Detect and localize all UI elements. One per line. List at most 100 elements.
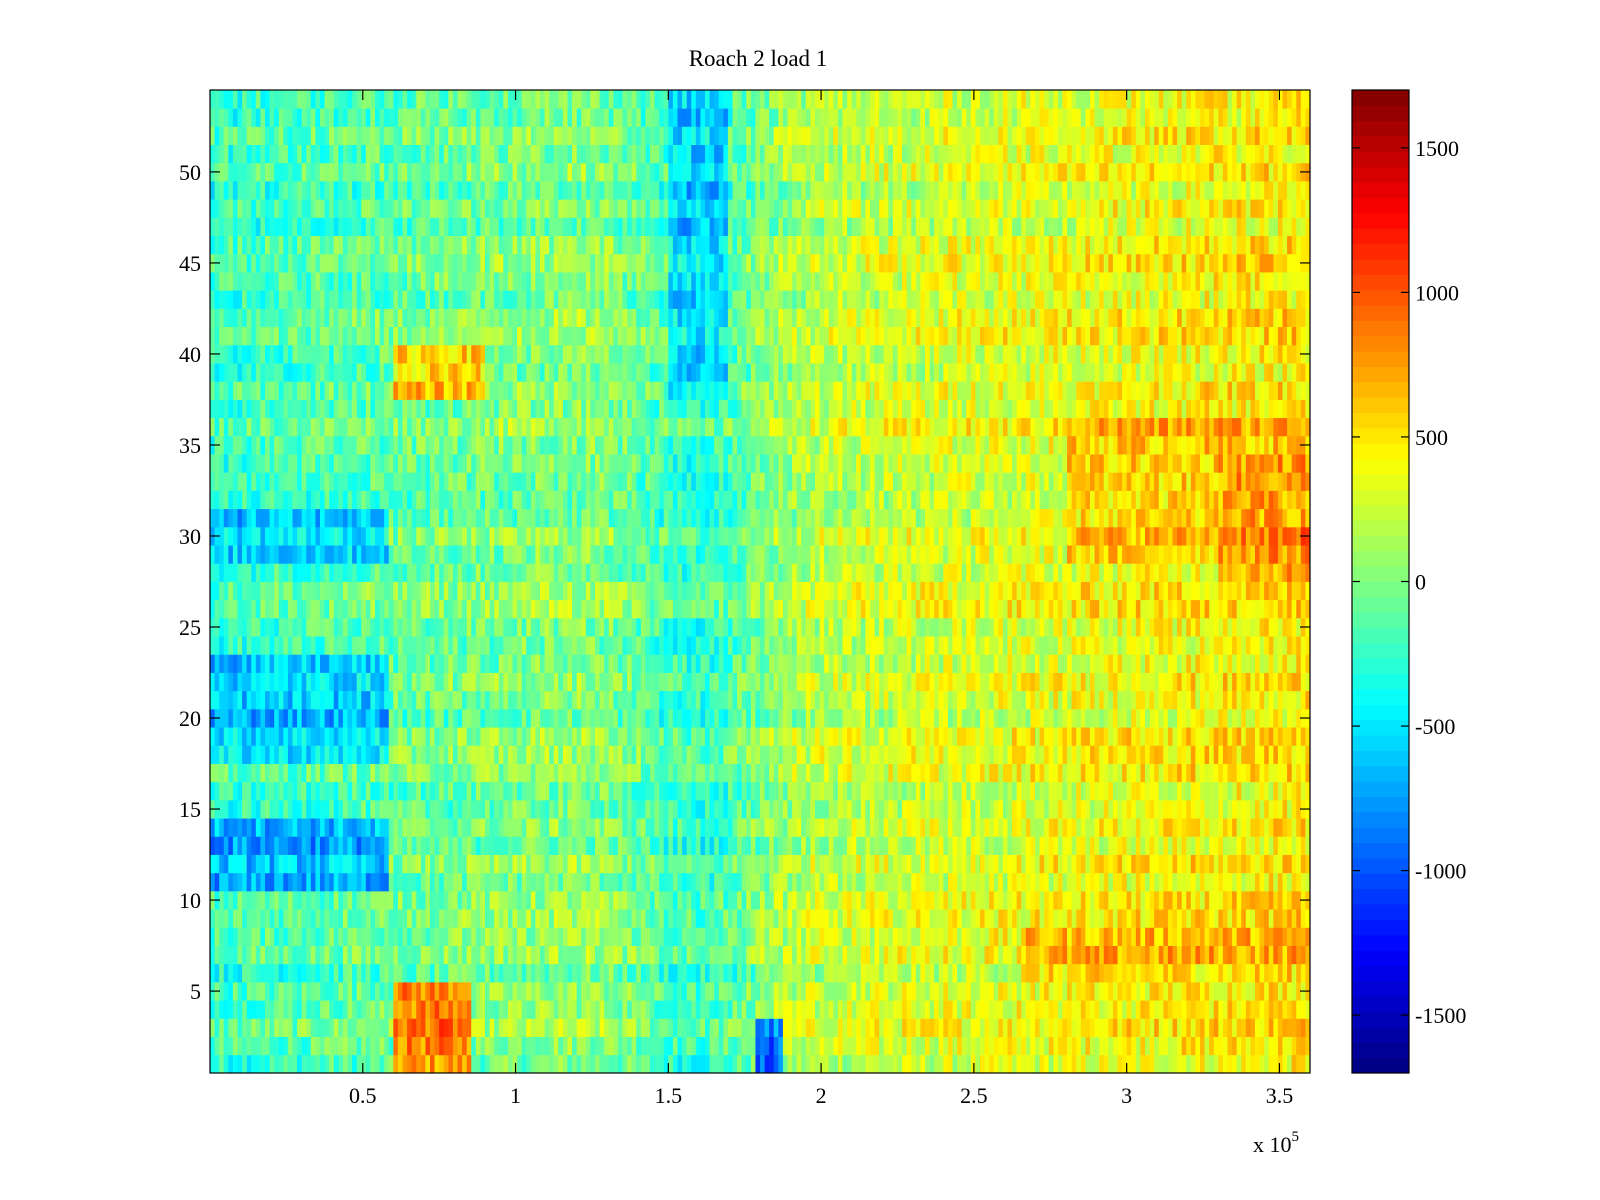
heatmap-cell	[906, 1054, 912, 1074]
heatmap-cell	[847, 1000, 853, 1019]
heatmap-cell	[1204, 818, 1210, 837]
heatmap-cell	[471, 836, 477, 855]
heatmap-cell	[251, 1054, 257, 1074]
heatmap-cell	[966, 727, 972, 746]
heatmap-cell	[842, 1036, 848, 1056]
heatmap-cell	[773, 981, 779, 1001]
heatmap-cell	[562, 854, 568, 874]
heatmap-cell	[801, 818, 807, 837]
heatmap-cell	[553, 763, 559, 783]
heatmap-cell	[329, 1036, 335, 1056]
heatmap-cell	[540, 872, 545, 892]
heatmap-cell	[1213, 727, 1219, 746]
heatmap-cell	[746, 854, 752, 874]
heatmap-cell	[462, 818, 468, 837]
heatmap-cell	[1245, 909, 1251, 928]
heatmap-cell	[558, 1036, 564, 1056]
heatmap-cell	[737, 945, 743, 965]
heatmap-cell	[1135, 1036, 1141, 1056]
heatmap-cell	[705, 872, 710, 892]
heatmap-cell	[214, 1018, 220, 1037]
heatmap-cell	[952, 1054, 958, 1074]
heatmap-cell	[232, 872, 238, 892]
heatmap-cell	[622, 872, 628, 892]
heatmap-cell	[287, 708, 293, 728]
heatmap-cell	[287, 690, 293, 710]
heatmap-cell	[957, 781, 963, 801]
heatmap-cell	[659, 799, 665, 819]
heatmap-cell	[526, 890, 532, 910]
heatmap-cell	[1154, 1000, 1160, 1019]
heatmap-cell	[269, 1000, 275, 1019]
heatmap-cell	[370, 1054, 376, 1074]
heatmap-cell	[943, 708, 949, 728]
heatmap-cell	[237, 799, 243, 819]
heatmap-cell	[805, 872, 811, 892]
heatmap-cell	[452, 690, 458, 710]
heatmap-cell	[1204, 745, 1210, 764]
heatmap-cell	[1112, 727, 1118, 746]
heatmap-cell	[324, 690, 330, 710]
heatmap-cell	[636, 890, 642, 910]
heatmap-cell	[796, 818, 802, 837]
heatmap-cell	[1140, 872, 1146, 892]
heatmap-cell	[828, 963, 834, 983]
heatmap-cell	[1021, 818, 1027, 837]
heatmap-cell	[1044, 690, 1050, 710]
heatmap-cell	[920, 781, 926, 801]
heatmap-cell	[796, 1054, 802, 1074]
heatmap-cell	[622, 727, 628, 746]
heatmap-cell	[475, 981, 481, 1001]
heatmap-cell	[581, 1000, 587, 1019]
heatmap-cell	[727, 872, 733, 892]
heatmap-cell	[1112, 818, 1118, 837]
heatmap-cell	[219, 781, 225, 801]
heatmap-cell	[517, 781, 523, 801]
heatmap-cell	[1057, 818, 1063, 837]
heatmap-cell	[1122, 781, 1128, 801]
heatmap-cell	[485, 1036, 490, 1056]
heatmap-cell	[595, 799, 600, 819]
heatmap-cell	[1094, 818, 1100, 837]
heatmap-cell	[851, 963, 857, 983]
heatmap-cell	[581, 1018, 587, 1037]
heatmap-cell	[457, 745, 463, 764]
heatmap-cell	[1002, 945, 1008, 965]
heatmap-cell	[393, 708, 399, 728]
heatmap-cell	[847, 727, 853, 746]
heatmap-cell	[1025, 781, 1031, 801]
heatmap-cell	[1080, 799, 1086, 819]
heatmap-cell	[521, 872, 527, 892]
heatmap-cell	[695, 890, 701, 910]
heatmap-cell	[1287, 708, 1293, 728]
heatmap-cell	[1282, 872, 1288, 892]
heatmap-cell	[333, 745, 339, 764]
heatmap-cell	[810, 909, 816, 928]
heatmap-cell	[595, 745, 600, 764]
heatmap-cell	[1131, 745, 1137, 764]
heatmap-cell	[782, 836, 788, 855]
heatmap-cell	[530, 981, 536, 1001]
heatmap-cell	[306, 727, 312, 746]
heatmap-cell	[1062, 945, 1068, 965]
heatmap-cell	[540, 963, 545, 983]
heatmap-cell	[1094, 1000, 1100, 1019]
heatmap-cell	[970, 890, 976, 910]
heatmap-cell	[810, 836, 816, 855]
heatmap-cell	[705, 818, 710, 837]
heatmap-cell	[1030, 854, 1036, 874]
heatmap-cell	[1291, 745, 1297, 764]
heatmap-cell	[1140, 781, 1146, 801]
heatmap-cell	[851, 1018, 857, 1037]
heatmap-cell	[219, 727, 225, 746]
heatmap-cell	[760, 1054, 765, 1074]
heatmap-cell	[420, 745, 426, 764]
heatmap-cell	[439, 927, 445, 946]
heatmap-cell	[805, 708, 811, 728]
heatmap-cell	[361, 781, 367, 801]
heatmap-cell	[1025, 727, 1031, 746]
heatmap-cell	[1044, 763, 1050, 783]
heatmap-cell	[1016, 727, 1022, 746]
heatmap-cell	[242, 818, 248, 837]
heatmap-cell	[283, 981, 289, 1001]
